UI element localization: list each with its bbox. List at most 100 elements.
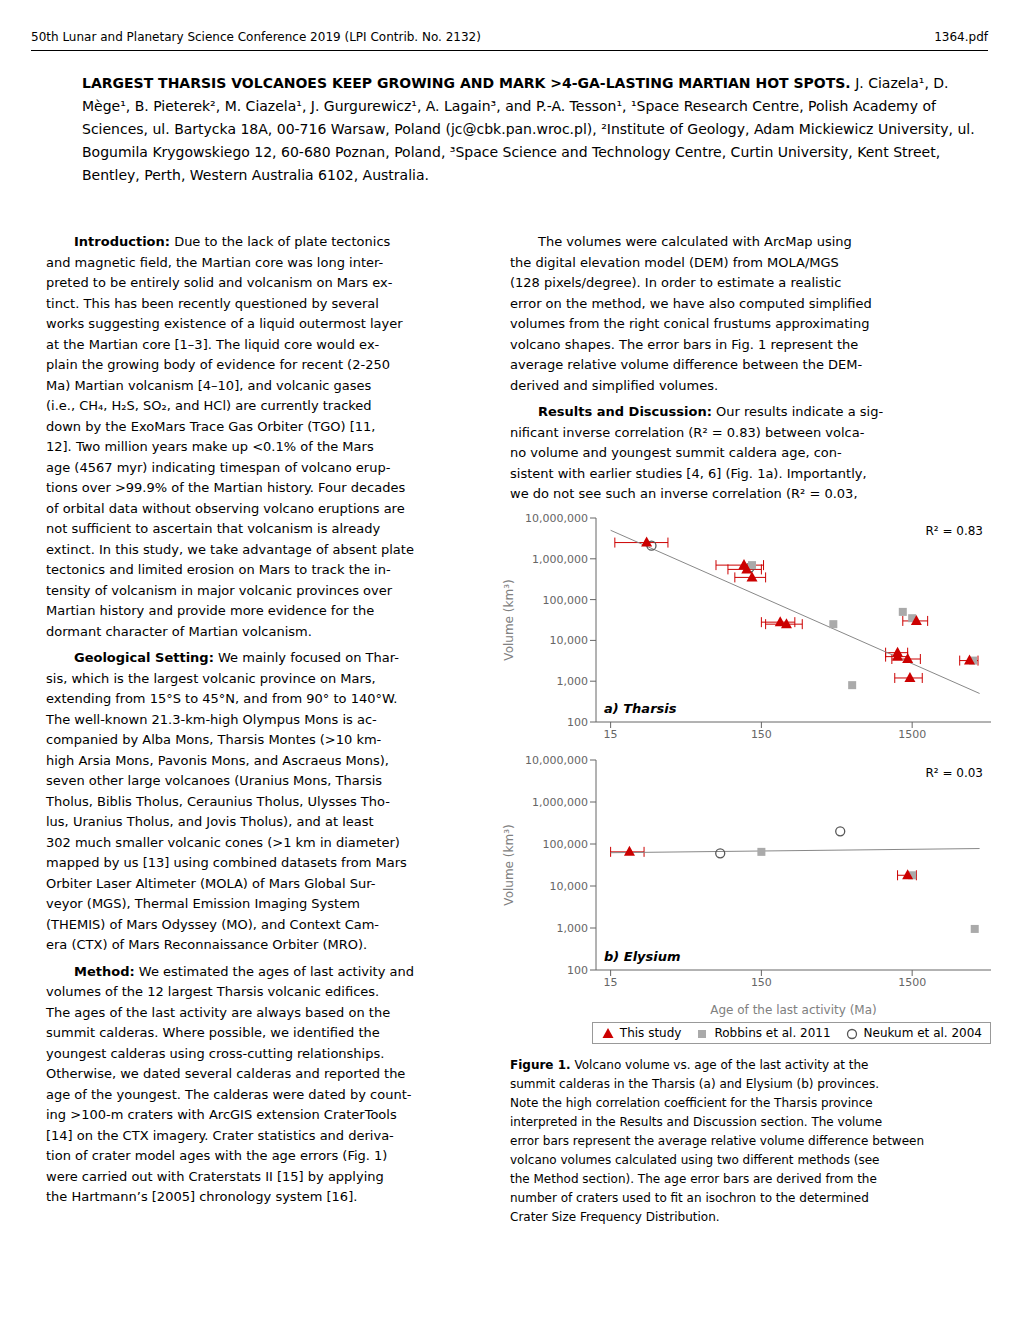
html-text:b) Elysium: b) Elysium <box>604 949 681 964</box>
html-text:Tholus, Biblis Tholus, Cerauni: Tholus, Biblis Tholus, Ceraunius Tholus,… <box>46 793 390 809</box>
html-text:no volume and youngest summit: no volume and youngest summit caldera ag… <box>510 445 842 460</box>
html-text:error bars represent the avera: error bars represent the average relativ… <box>510 1134 925 1148</box>
svg-text:Volume (km³): Volume (km³) <box>502 824 516 905</box>
html-text:Introduction: Due to the lack: Introduction: Due to the lack of plate t… <box>74 234 391 249</box>
html-text:extending from 15°S to 45°N, a: extending from 15°S to 45°N, and from 90… <box>46 691 398 706</box>
html-text:12]. Two million years make up: 12]. Two million years make up <0.1% of … <box>46 439 374 454</box>
svg-text:1500: 1500 <box>898 728 926 741</box>
html-text:average relative volume differ: average relative volume difference betwe… <box>510 357 863 372</box>
html-text:volcano shapes. The error bars: volcano shapes. The error bars in Fig. 1… <box>510 336 859 352</box>
html-text:Figure 1. Volcano volume vs. a: Figure 1. Volcano volume vs. age of the … <box>510 1058 869 1072</box>
svg-text:100,000: 100,000 <box>543 594 589 607</box>
html-text:derived and simplified volumes: derived and simplified volumes. <box>510 377 718 393</box>
html-text:The well-known 21.3-km-high Ol: The well-known 21.3-km-high Olympus Mons… <box>46 711 377 727</box>
html-text:Otherwise, we dated several ca: Otherwise, we dated several calderas and… <box>46 1066 406 1081</box>
svg-text:10,000,000: 10,000,000 <box>525 512 588 525</box>
html-text:the Method section). The age e: the Method section). The age error bars … <box>510 1172 877 1186</box>
html-text:(128 pixels/degree). In order: (128 pixels/degree). In order to estimat… <box>510 275 842 290</box>
svg-text:1,000,000: 1,000,000 <box>532 796 588 809</box>
svg-text:Age of the last activity (Ma): Age of the last activity (Ma) <box>710 1003 877 1017</box>
html-text:The ages of the last activity: The ages of the last activity are always… <box>46 1004 391 1020</box>
svg-text:150: 150 <box>751 976 772 989</box>
html-text:LARGEST THARSIS VOLCANOES KEEP: LARGEST THARSIS VOLCANOES KEEP GROWING A… <box>82 75 975 183</box>
html-text:veyor (MGS), Thermal Emission: veyor (MGS), Thermal Emission Imaging Sy… <box>46 896 360 911</box>
html-text:preted to be entirely solid an: preted to be entirely solid and volcanis… <box>46 275 393 290</box>
svg-text:1,000: 1,000 <box>557 922 589 935</box>
html-text:Robbins et al. 2011: Robbins et al. 2011 <box>714 1026 831 1040</box>
svg-text:1500: 1500 <box>898 976 926 989</box>
html-text:Note the high correlation coef: Note the high correlation coefficient fo… <box>510 1096 873 1110</box>
html-text:Geological Setting: We mainly: Geological Setting: We mainly focused on… <box>74 650 399 665</box>
html-text:Neukum et al. 2004: Neukum et al. 2004 <box>863 1026 982 1040</box>
html-text:error on the method, we have a: error on the method, we have also comput… <box>510 295 872 311</box>
html-text:were carried out with Craterst: were carried out with Craterstats II [15… <box>46 1168 384 1184</box>
html-text:Crater Size Frequency Distribu: Crater Size Frequency Distribution. <box>510 1210 720 1224</box>
html-text:seven other large volcanoes (U: seven other large volcanoes (Uranius Mon… <box>46 773 383 788</box>
html-text:R² = 0.83: R² = 0.83 <box>925 524 983 538</box>
html-text:lus, Uranius Tholus, and Jovis: lus, Uranius Tholus, and Jovis Tholus), … <box>46 814 374 829</box>
html-text:interpreted in the Results and: interpreted in the Results and Discussio… <box>510 1115 882 1129</box>
html-text:sis, which is the largest volc: sis, which is the largest volcanic provi… <box>46 670 376 686</box>
html-text:(THEMIS) of Mars Odyssey (MO),: (THEMIS) of Mars Odyssey (MO), and Conte… <box>46 916 380 932</box>
svg-text:15: 15 <box>604 728 618 741</box>
svg-text:Volume (km³): Volume (km³) <box>502 579 516 660</box>
html-text:tions over >99.9% of the Marti: tions over >99.9% of the Martian history… <box>46 480 406 495</box>
html-text:works suggesting existence of: works suggesting existence of a liquid o… <box>46 316 403 331</box>
svg-text:10,000: 10,000 <box>550 634 589 647</box>
svg-text:10,000: 10,000 <box>550 880 589 893</box>
html-text:companied by Alba Mons, Tharsi: companied by Alba Mons, Tharsis Montes (… <box>46 732 382 747</box>
html-text:tion of crater model ages with: tion of crater model ages with the age e… <box>46 1148 388 1163</box>
html-text:R² = 0.03: R² = 0.03 <box>925 766 983 780</box>
html-text:age of the youngest. The calde: age of the youngest. The calderas were d… <box>46 1086 412 1102</box>
html-text:era (CTX) of Mars Reconnaissan: era (CTX) of Mars Reconnaissance Orbiter… <box>46 937 368 952</box>
html-text:summit calderas in the Tharsis: summit calderas in the Tharsis (a) and E… <box>510 1077 879 1091</box>
html-text:number of craters used to fit: number of craters used to fit an isochro… <box>510 1191 869 1205</box>
svg-text:150: 150 <box>751 728 772 741</box>
html-text:nificant inverse correlation (: nificant inverse correlation (R² = 0.83)… <box>510 424 865 440</box>
svg-text:15: 15 <box>604 976 618 989</box>
html-text:mapped by us [13] using combin: mapped by us [13] using combined dataset… <box>46 855 407 870</box>
html-text:and magnetic field, the Martia: and magnetic field, the Martian core was… <box>46 254 384 270</box>
html-text:high Arsia Mons, Pavonis Mons,: high Arsia Mons, Pavonis Mons, and Ascra… <box>46 752 389 768</box>
html-text:extinct. In this study, we tak: extinct. In this study, we take advantag… <box>46 541 414 557</box>
html-text:tensity of volcanism in major: tensity of volcanism in major volcanic p… <box>46 582 393 598</box>
svg-text:1,000,000: 1,000,000 <box>532 553 588 566</box>
html-text:sistent with earlier studies [: sistent with earlier studies [4, 6] (Fig… <box>510 465 867 481</box>
html-text:302 much smaller volcanic cone: 302 much smaller volcanic cones (>1 km i… <box>46 834 400 850</box>
svg-text:10,000,000: 10,000,000 <box>525 754 588 767</box>
html-text:Method: We estimated the ages: Method: We estimated the ages of last ac… <box>74 963 414 979</box>
html-text:Orbiter Laser Altimeter (MOLA): Orbiter Laser Altimeter (MOLA) of Mars G… <box>46 875 376 891</box>
html-text:50th Lunar and Planetary Scien: 50th Lunar and Planetary Science Confere… <box>31 30 481 44</box>
html-text:volcano volumes calculated usi: volcano volumes calculated using two dif… <box>510 1153 880 1167</box>
html-text:down by the ExoMars Trace Gas: down by the ExoMars Trace Gas Orbiter (T… <box>46 418 376 434</box>
svg-text:100: 100 <box>567 716 588 729</box>
html-text:(i.e., CH₄, H₂S, SO₂, and HCl): (i.e., CH₄, H₂S, SO₂, and HCl) are curre… <box>46 398 372 413</box>
html-text:[14] on the CTX imagery. Crate: [14] on the CTX imagery. Crater statisti… <box>46 1127 394 1143</box>
svg-text:100: 100 <box>567 964 588 977</box>
html-text:1364.pdf: 1364.pdf <box>934 30 988 44</box>
html-text:volumes from the right conical: volumes from the right conical frustums … <box>510 316 870 331</box>
html-text:dormant character of Martian v: dormant character of Martian volcanism. <box>46 623 312 639</box>
html-text:youngest calderas using cross-: youngest calderas using cross-cutting re… <box>46 1045 385 1061</box>
html-text:volumes of the 12 largest Thar: volumes of the 12 largest Tharsis volcan… <box>46 984 380 999</box>
html-text:the digital elevation model (D: the digital elevation model (DEM) from M… <box>510 254 839 270</box>
html-text:a) Tharsis: a) Tharsis <box>604 701 677 716</box>
html-text:Results and Discussion: Our re: Results and Discussion: Our results indi… <box>538 404 884 419</box>
html-text:The volumes were calculated wi: The volumes were calculated with ArcMap … <box>538 234 852 249</box>
html-text:at the Martian core [1–3]. The: at the Martian core [1–3]. The liquid co… <box>46 336 380 352</box>
html-text:the Hartmann’s [2005] chronolo: the Hartmann’s [2005] chronology system … <box>46 1189 358 1204</box>
html-text:Ma) Martian volcanism [4–10],: Ma) Martian volcanism [4–10], and volcan… <box>46 377 372 393</box>
html-text:tectonics and limited erosion: tectonics and limited erosion on Mars to… <box>46 562 391 577</box>
html-text:of orbital data without observ: of orbital data without observing volcan… <box>46 500 405 516</box>
svg-text:1,000: 1,000 <box>557 675 589 688</box>
svg-text:100,000: 100,000 <box>543 838 589 851</box>
html-text:not sufficient to ascertain th: not sufficient to ascertain that volcani… <box>46 521 381 536</box>
html-text:Martian history and provide mo: Martian history and provide more evidenc… <box>46 603 375 618</box>
html-text:tinct. This has been recently: tinct. This has been recently questioned… <box>46 295 379 311</box>
html-text:ing >100-m craters with ArcGIS: ing >100-m craters with ArcGIS extension… <box>46 1107 397 1122</box>
html-text:age (4567 myr) indicating time: age (4567 myr) indicating timespan of vo… <box>46 459 391 475</box>
html-text:we do not see such an inverse: we do not see such an inverse correlatio… <box>510 486 858 501</box>
html-text:plain the growing body of evid: plain the growing body of evidence for r… <box>46 357 390 372</box>
html-text:This study: This study <box>619 1026 682 1040</box>
html-text:summit calderas. Where possibl: summit calderas. Where possible, we iden… <box>46 1025 380 1040</box>
